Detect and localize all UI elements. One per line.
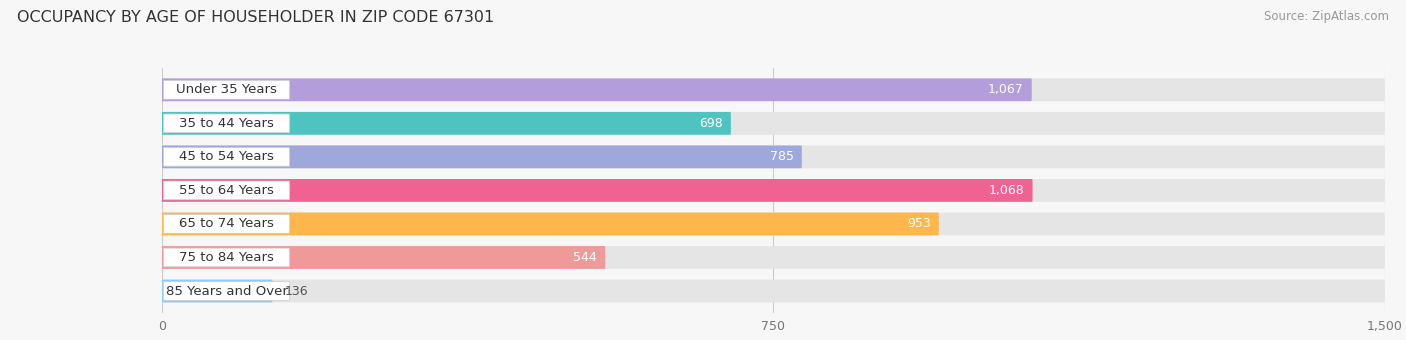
- Text: 65 to 74 Years: 65 to 74 Years: [179, 218, 274, 231]
- FancyBboxPatch shape: [163, 148, 290, 166]
- FancyBboxPatch shape: [162, 179, 1032, 202]
- Text: 544: 544: [574, 251, 598, 264]
- FancyBboxPatch shape: [162, 146, 801, 168]
- Text: 698: 698: [699, 117, 723, 130]
- FancyBboxPatch shape: [162, 212, 939, 235]
- FancyBboxPatch shape: [163, 81, 290, 99]
- Text: 1,068: 1,068: [988, 184, 1025, 197]
- Text: 785: 785: [769, 150, 793, 163]
- Text: 136: 136: [285, 285, 308, 298]
- FancyBboxPatch shape: [163, 181, 290, 200]
- Text: 1,067: 1,067: [988, 83, 1024, 96]
- FancyBboxPatch shape: [162, 79, 1385, 101]
- FancyBboxPatch shape: [163, 248, 290, 267]
- Text: 953: 953: [907, 218, 931, 231]
- FancyBboxPatch shape: [162, 279, 273, 302]
- Text: Source: ZipAtlas.com: Source: ZipAtlas.com: [1264, 10, 1389, 23]
- FancyBboxPatch shape: [163, 114, 290, 133]
- FancyBboxPatch shape: [162, 279, 1385, 302]
- Text: 35 to 44 Years: 35 to 44 Years: [179, 117, 274, 130]
- FancyBboxPatch shape: [162, 246, 606, 269]
- Text: 75 to 84 Years: 75 to 84 Years: [179, 251, 274, 264]
- FancyBboxPatch shape: [162, 112, 1385, 135]
- Text: 55 to 64 Years: 55 to 64 Years: [179, 184, 274, 197]
- FancyBboxPatch shape: [162, 112, 731, 135]
- FancyBboxPatch shape: [162, 246, 1385, 269]
- FancyBboxPatch shape: [162, 179, 1385, 202]
- Text: 45 to 54 Years: 45 to 54 Years: [179, 150, 274, 163]
- FancyBboxPatch shape: [162, 212, 1385, 235]
- Text: 85 Years and Over: 85 Years and Over: [166, 285, 287, 298]
- Text: Under 35 Years: Under 35 Years: [176, 83, 277, 96]
- Text: OCCUPANCY BY AGE OF HOUSEHOLDER IN ZIP CODE 67301: OCCUPANCY BY AGE OF HOUSEHOLDER IN ZIP C…: [17, 10, 494, 25]
- FancyBboxPatch shape: [162, 79, 1032, 101]
- FancyBboxPatch shape: [163, 215, 290, 233]
- FancyBboxPatch shape: [162, 146, 1385, 168]
- FancyBboxPatch shape: [163, 282, 290, 300]
